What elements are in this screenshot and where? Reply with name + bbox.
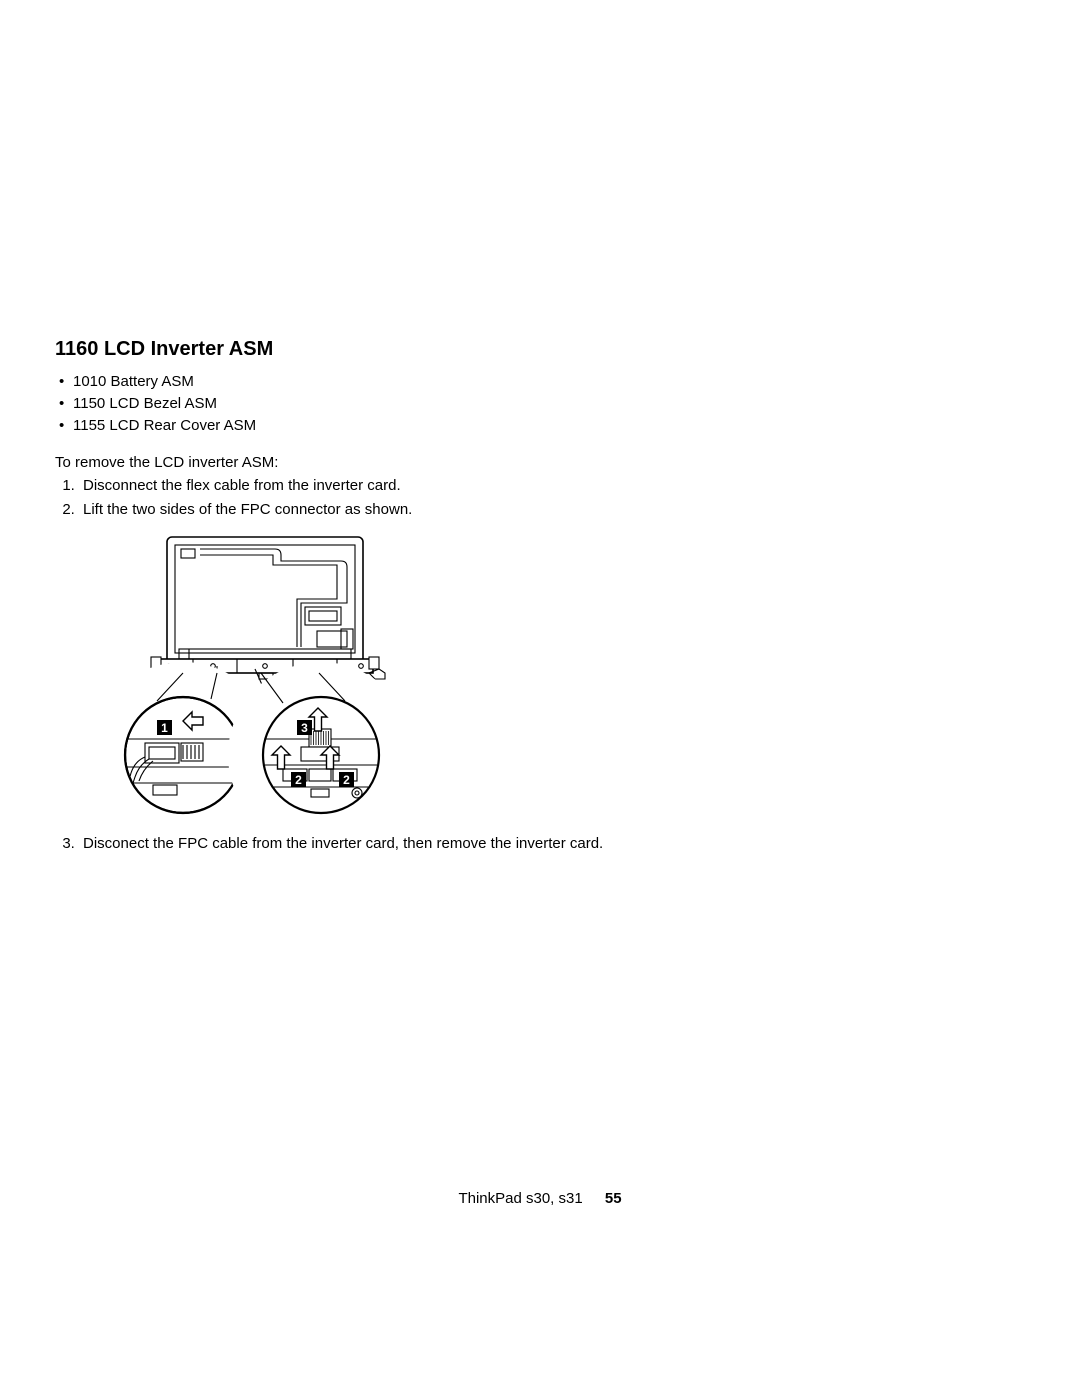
svg-text:1: 1: [161, 721, 168, 735]
page-footer: ThinkPad s30, s31 55: [0, 1190, 1080, 1207]
section-title: 1160 LCD Inverter ASM: [55, 338, 615, 361]
prerequisite-list: 1010 Battery ASM 1150 LCD Bezel ASM 1155…: [55, 371, 615, 436]
svg-text:2: 2: [295, 773, 302, 787]
list-item: Disconect the FPC cable from the inverte…: [79, 833, 615, 855]
list-item: 1010 Battery ASM: [55, 371, 615, 393]
intro-text: To remove the LCD inverter ASM:: [55, 454, 615, 471]
list-item: Lift the two sides of the FPC connector …: [79, 499, 615, 521]
footer-page-number: 55: [605, 1190, 622, 1207]
content-block: 1160 LCD Inverter ASM 1010 Battery ASM 1…: [55, 338, 615, 857]
list-item: 1155 LCD Rear Cover ASM: [55, 415, 615, 437]
technical-diagram: 1 3 2 2: [105, 533, 615, 823]
steps-list: Disconnect the flex cable from the inver…: [55, 475, 615, 521]
svg-text:3: 3: [301, 721, 308, 735]
svg-text:2: 2: [343, 773, 350, 787]
list-item: 1150 LCD Bezel ASM: [55, 393, 615, 415]
steps-list-cont: Disconect the FPC cable from the inverte…: [55, 833, 615, 855]
page: 1160 LCD Inverter ASM 1010 Battery ASM 1…: [0, 0, 1080, 1397]
list-item: Disconnect the flex cable from the inver…: [79, 475, 615, 497]
footer-doc: ThinkPad s30, s31: [458, 1190, 582, 1207]
